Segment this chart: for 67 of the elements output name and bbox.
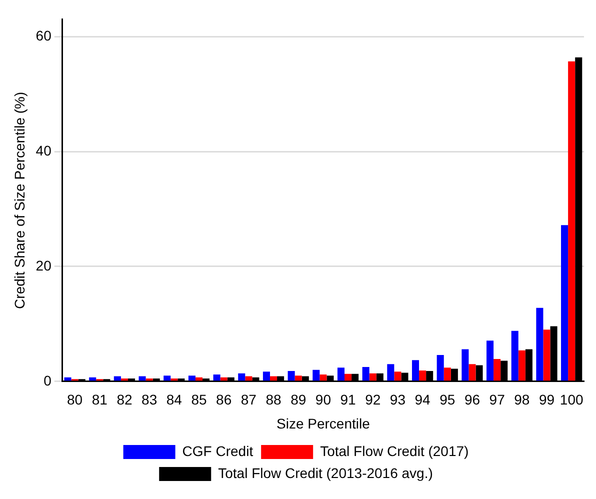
x-tick-label: 98 [514,392,530,408]
x-tick-label: 83 [142,392,158,408]
x-tick-label: 93 [390,392,406,408]
bar [245,376,252,381]
bar [89,377,96,381]
bar [444,368,451,381]
bar [213,374,220,381]
y-tick-label: 0 [44,372,52,388]
bar [369,373,376,381]
bar [220,377,228,381]
bar [387,364,394,381]
bar [64,377,72,381]
bar [394,372,402,381]
bar [536,308,544,381]
y-tick-label: 20 [36,257,52,274]
bar [486,340,494,381]
bar [138,376,146,381]
x-tick-label: 81 [92,392,108,408]
bar [436,354,444,381]
x-tick-label: 90 [315,392,332,408]
bar [419,370,426,381]
bar [270,376,278,381]
x-tick-label: 99 [538,392,555,408]
bar [238,373,246,381]
bar [164,376,171,381]
bar [312,370,320,381]
legend-label: Total Flow Credit (2017) [320,442,469,459]
x-tick-label: 87 [240,392,257,408]
x-tick-label: 89 [290,392,306,408]
x-tick-label: 97 [489,392,506,408]
bar [344,374,352,381]
bar [462,349,469,381]
x-tick-label: 88 [266,392,282,408]
legend-label: CGF Credit [182,442,254,459]
x-tick-label: 91 [340,392,356,408]
bar [337,368,345,381]
x-tick-label: 96 [464,392,480,408]
bar [288,371,295,381]
bar [494,358,501,381]
x-tick-label: 86 [216,392,232,408]
bar [543,330,550,381]
legend-label: Total Flow Credit (2013-2016 avg.) [218,464,433,481]
x-tick-label: 82 [116,392,132,408]
y-axis-title: Credit Share of Size Percentile (%) [11,92,28,309]
x-tick-label: 85 [191,392,207,408]
bar [412,360,420,381]
bar [511,330,518,381]
y-tick-label: 40 [36,142,52,158]
x-tick-label: 94 [414,392,431,408]
x-tick-label: 95 [440,392,456,408]
bar [114,376,121,381]
bar [568,61,576,381]
bar [468,364,476,381]
bar [294,376,302,381]
bar [561,225,568,381]
x-tick-label: 84 [166,392,182,408]
bar [262,372,270,381]
y-tick-label: 60 [36,27,52,44]
bar [320,374,327,381]
x-axis-title: Size Percentile [276,415,370,432]
x-tick-label: 80 [67,392,83,408]
bar [195,377,203,381]
bar [518,350,526,381]
bar [362,367,370,381]
bar [188,376,196,381]
x-tick-label: 100 [560,392,584,408]
x-tick-label: 92 [365,392,381,408]
